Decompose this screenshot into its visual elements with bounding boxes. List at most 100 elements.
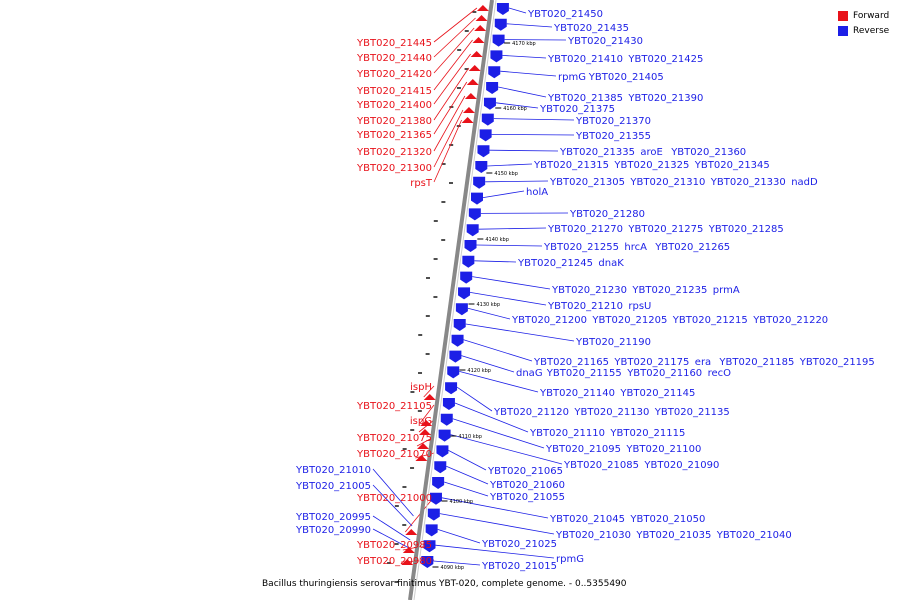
reverse-gene-label: YBT020_21280 xyxy=(569,209,645,220)
scale-label: 4160 kbp xyxy=(503,106,527,112)
forward-gene-arrow xyxy=(472,37,485,43)
reverse-genes xyxy=(421,3,509,568)
forward-leader-line xyxy=(419,404,435,424)
reverse-gene-label: YBT020_21130 xyxy=(573,407,649,418)
forward-gene-label: YBT020_21415 xyxy=(356,86,432,97)
reverse-gene-label: aroE xyxy=(640,147,662,158)
reverse-gene-label: YBT020_21050 xyxy=(629,514,705,525)
reverse-leader-line xyxy=(474,260,517,263)
genome-backbone-edge xyxy=(413,0,497,600)
reverse-leader-line xyxy=(446,465,489,485)
reverse-gene-label: YBT020_21335 xyxy=(559,147,635,158)
forward-gene-label: YBT020_21070 xyxy=(356,449,432,460)
forward-gene-label: YBT020_21380 xyxy=(356,116,432,127)
legend: Forward Reverse xyxy=(838,8,889,38)
reverse-leader-line xyxy=(500,70,557,77)
forward-gene-arrow xyxy=(401,559,414,565)
reverse-leader-line xyxy=(493,118,575,121)
forward-label-lines xyxy=(372,7,478,563)
reverse-gene-arrow xyxy=(427,508,440,521)
forward-gene-label: YBT020_21420 xyxy=(356,69,432,80)
reverse-gene-arrow xyxy=(434,461,447,474)
reverse-gene-label: YBT020_21095 xyxy=(545,444,621,455)
legend-forward-label: Forward xyxy=(853,10,890,21)
reverse-gene-label: YBT020_21215 xyxy=(672,315,748,326)
forward-gene-arrow xyxy=(420,420,433,426)
reverse-gene-arrow xyxy=(438,429,451,442)
reverse-gene-label: YBT020_21065 xyxy=(487,466,563,477)
forward-gene-label: ispH xyxy=(410,382,432,393)
reverse-leader-line xyxy=(478,227,547,230)
forward-gene-label: YBT020_21365 xyxy=(356,130,432,141)
reverse-gene-label: YBT020_21360 xyxy=(670,147,746,158)
scale-label: 4120 kbp xyxy=(467,368,491,374)
reverse-leader-line xyxy=(459,371,539,393)
reverse-leader-line xyxy=(489,149,559,152)
reverse-gene-label: YBT020_21450 xyxy=(527,9,603,20)
reverse-gene-label: YBT020_21255 xyxy=(543,242,619,253)
reverse-leader-line xyxy=(482,190,525,198)
reverse-gene-label: YBT020_21315 xyxy=(533,160,609,171)
reverse-gene-arrow xyxy=(445,382,458,395)
forward-leader-line xyxy=(404,496,435,533)
reverse-gene-arrow xyxy=(429,492,442,505)
reverse-gene-label: YBT020_21205 xyxy=(591,315,667,326)
reverse-gene-label: YBT020_21030 xyxy=(555,530,631,541)
legend-reverse-label: Reverse xyxy=(853,25,890,36)
forward-leader-line xyxy=(423,385,435,398)
forward-gene-label: YBT020_21440 xyxy=(356,53,432,64)
reverse-leader-line xyxy=(444,481,489,497)
forward-gene-label: ispG xyxy=(410,416,432,427)
reverse-gene-arrow xyxy=(436,445,449,458)
forward-gene-arrow xyxy=(466,79,479,85)
forward-gene-label: YBT020_21300 xyxy=(356,163,432,174)
reverse-gene-arrow xyxy=(442,398,455,410)
reverse-gene-label: YBT020_21005 xyxy=(295,481,371,492)
reverse-gene-label: YBT020_21155 xyxy=(546,368,622,379)
reverse-gene-arrow xyxy=(477,145,490,158)
reverse-leader-line xyxy=(472,276,551,290)
reverse-gene-label: YBT020_21060 xyxy=(489,480,565,491)
reverse-gene-label: YBT020_21085 xyxy=(563,460,639,471)
forward-gene-arrow xyxy=(475,15,488,21)
reverse-gene-arrow xyxy=(421,556,434,568)
reverse-leader-line xyxy=(433,560,481,566)
reverse-gene-arrow xyxy=(464,240,477,252)
reverse-gene-label: YBT020_21090 xyxy=(643,460,719,471)
reverse-gene-label: YBT020_21390 xyxy=(627,93,703,104)
forward-genes xyxy=(401,5,489,565)
forward-leader-line xyxy=(433,119,462,183)
reverse-gene-arrow xyxy=(466,224,479,237)
forward-gene-label: YBT020_21400 xyxy=(356,100,432,111)
scale-label: 4110 kbp xyxy=(458,434,482,440)
forward-gene-arrow xyxy=(405,529,418,535)
reverse-gene-label: YBT020_21405 xyxy=(588,72,664,83)
reverse-label-lines xyxy=(433,7,575,566)
tick-marks xyxy=(387,11,477,583)
forward-leader-line xyxy=(433,67,470,121)
reverse-gene-label: YBT020_21285 xyxy=(708,224,784,235)
reverse-gene-label: YBT020_21175 xyxy=(613,357,689,368)
reverse-leader-line xyxy=(487,163,533,167)
forward-gene-label: YBT020_21000 xyxy=(356,493,432,504)
scale-marks: 4170 kbp 4160 kbp 4150 kbp 4140 kbp 4130 kbp… xyxy=(432,41,536,571)
forward-gene-arrow xyxy=(418,429,431,435)
reverse-gene-label: YBT020_21310 xyxy=(629,177,705,188)
reverse-gene-label: YBT020_21025 xyxy=(481,539,557,550)
reverse-gene-label: dnaG xyxy=(516,368,543,379)
reverse-gene-label: YBT020_21200 xyxy=(511,315,587,326)
reverse-gene-label: YBT020_21410 xyxy=(547,54,623,65)
reverse-gene-label: nadD xyxy=(791,177,818,188)
scale-label: 4150 kbp xyxy=(494,171,518,177)
reverse-leader-line xyxy=(498,86,547,98)
reverse-gene-label: YBT020_21355 xyxy=(575,131,651,142)
reverse-labels: YBT020_21450 YBT020_21435 YBT020_21430 YBT0… xyxy=(481,9,875,572)
reverse-gene-label: rpmG xyxy=(556,554,584,565)
reverse-gene-arrow xyxy=(475,161,488,173)
forward-gene-label: rpsT xyxy=(410,178,433,189)
reverse-gene-arrow xyxy=(447,366,460,379)
reverse-gene-arrow xyxy=(488,66,501,79)
reverse-gene-label: YBT020_21275 xyxy=(627,224,703,235)
reverse-gene-label: rpmG xyxy=(558,72,586,83)
